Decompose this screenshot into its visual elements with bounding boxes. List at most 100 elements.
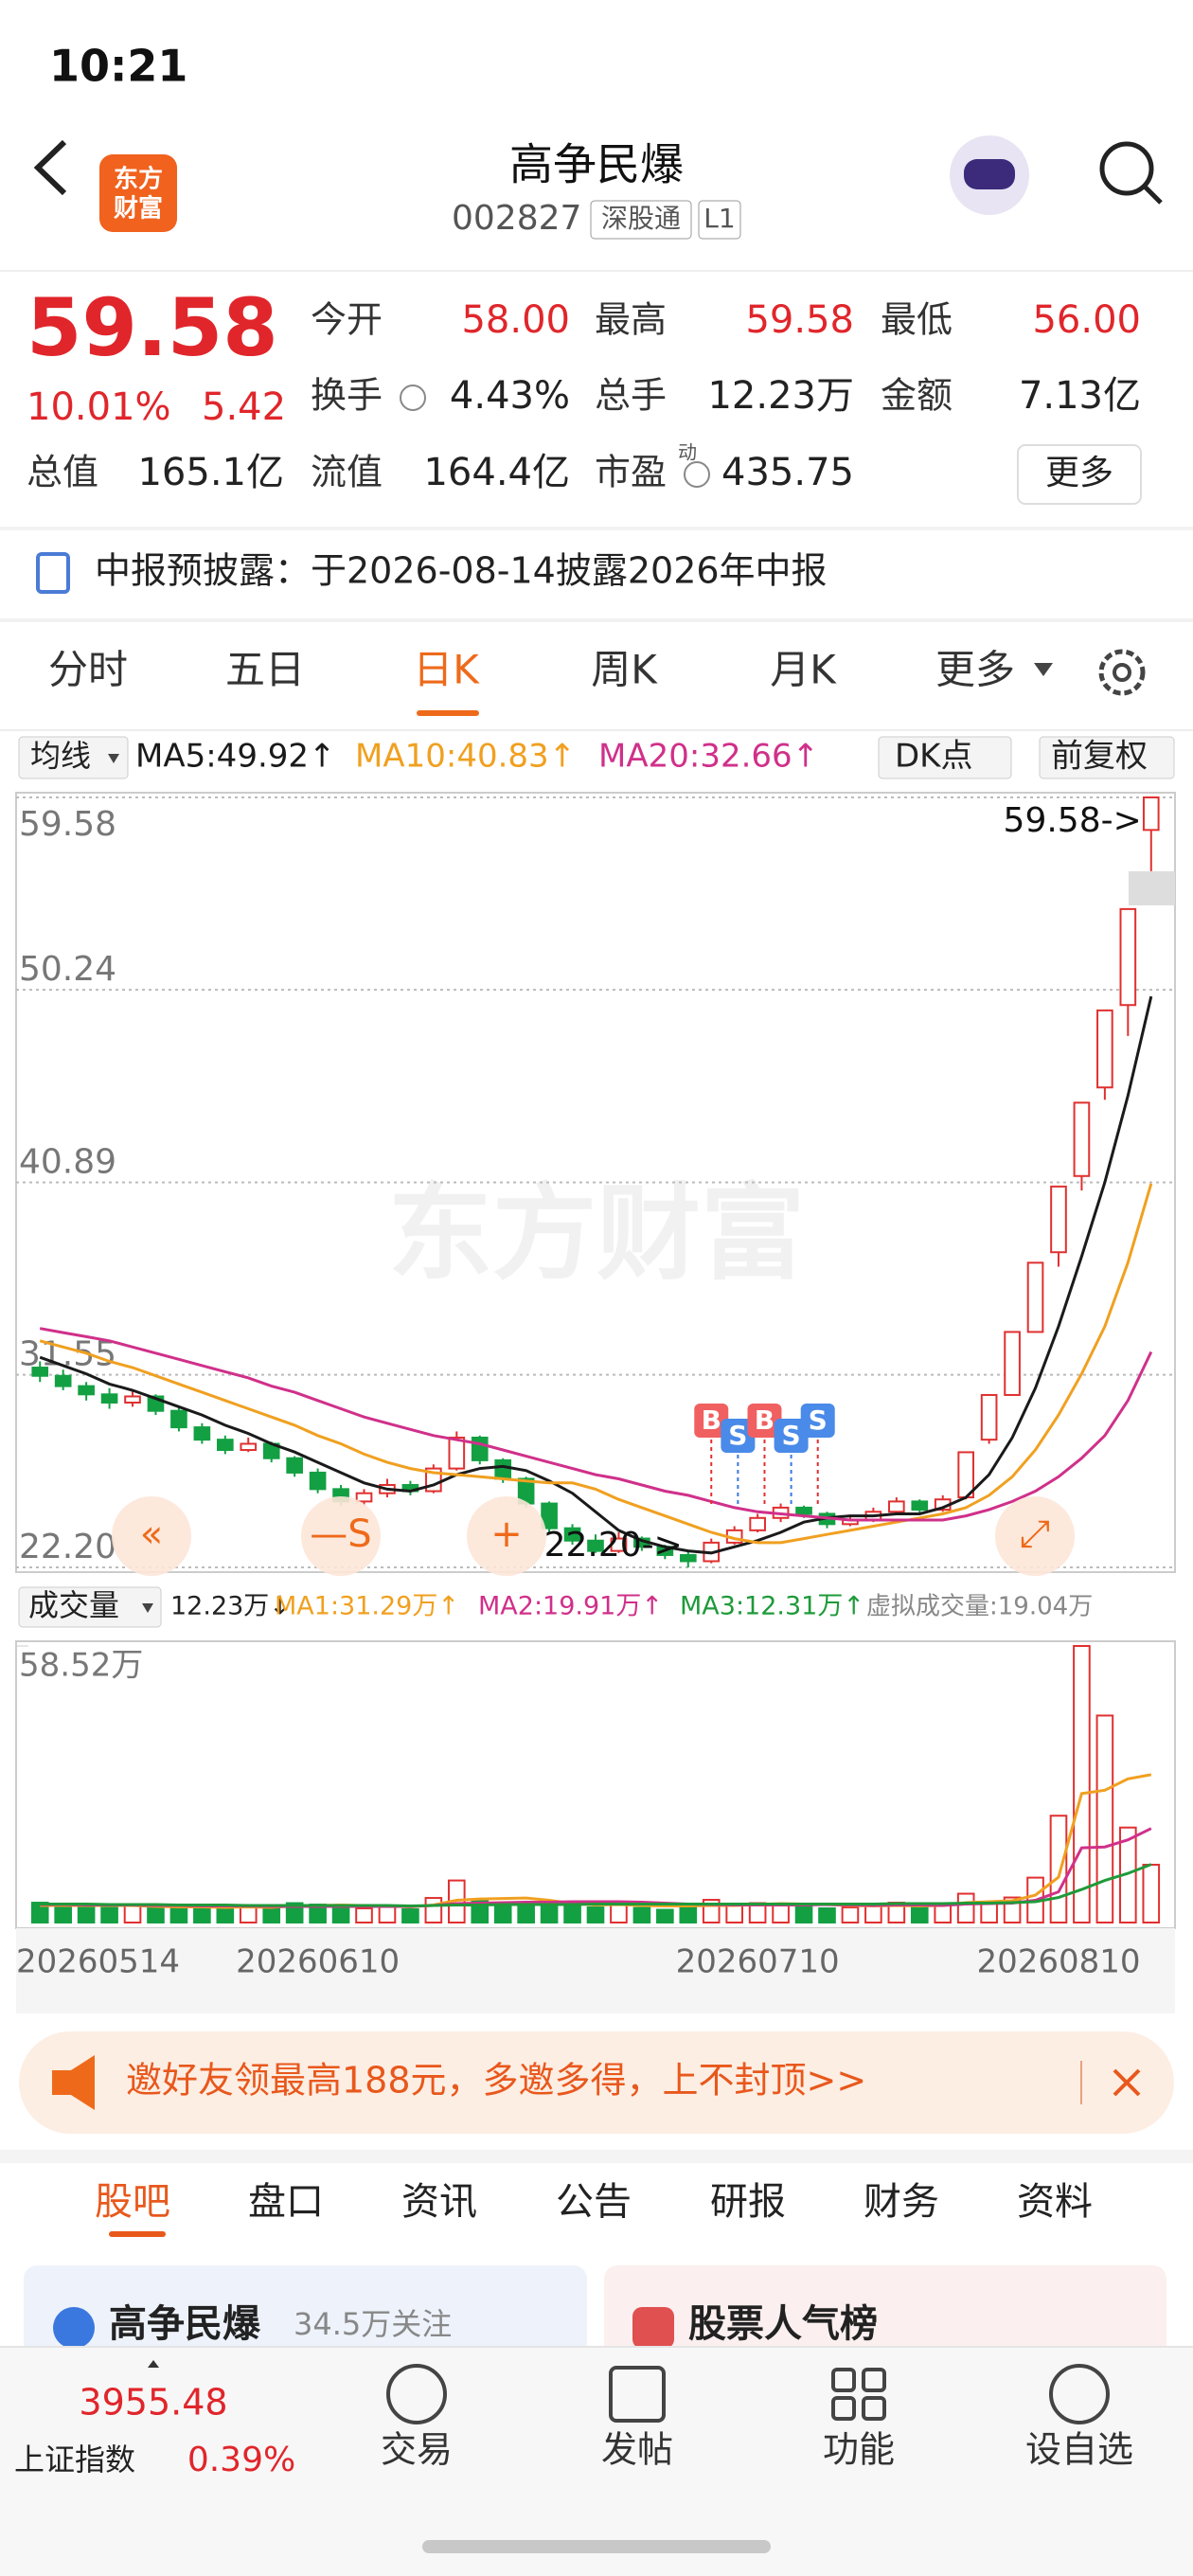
volume-bar — [818, 1907, 836, 1924]
badge-text: 深股通 — [601, 203, 681, 234]
bottom-tab[interactable]: 研报 — [710, 2180, 786, 2224]
field-label: 今开 — [311, 299, 383, 341]
field-value: 58.00 — [461, 298, 570, 342]
field-value: 164.4亿 — [423, 451, 570, 494]
vol-legend: MA1:31.29万↑ — [275, 1592, 459, 1621]
card[interactable] — [604, 2265, 1166, 2370]
bottom-tab[interactable]: 盘口 — [248, 2180, 324, 2224]
field-value: 165.1亿 — [137, 451, 284, 494]
bs-marker-text: S — [809, 1404, 828, 1436]
candle-body — [888, 1500, 905, 1513]
back-button[interactable] — [33, 139, 67, 196]
ma-line — [39, 995, 1153, 1555]
dk-button[interactable] — [878, 736, 1012, 779]
bottom-tab[interactable]: 股吧 — [95, 2180, 170, 2224]
stock-code: 002827 — [452, 199, 581, 238]
more-button[interactable] — [1017, 444, 1142, 505]
candle-body — [795, 1506, 812, 1515]
x-tick-label: 20260610 — [236, 1943, 400, 1981]
promo-banner[interactable] — [19, 2031, 1174, 2134]
index-change: 0.39% — [187, 2441, 295, 2479]
vol-legend: 12.23万↓ — [170, 1592, 291, 1621]
bs-marker-text: B — [702, 1404, 721, 1436]
volume-bar — [493, 1904, 512, 1924]
vol-legend: MA2:19.91万↑ — [478, 1592, 663, 1621]
tab[interactable]: 日K — [413, 647, 480, 693]
ma-selector[interactable] — [18, 736, 129, 779]
volume-bar — [956, 1892, 975, 1923]
tab[interactable]: 月K — [770, 647, 837, 693]
logo-text: 东方 — [114, 165, 163, 194]
bottom-tab[interactable]: 财务 — [864, 2180, 939, 2224]
card[interactable] — [24, 2265, 587, 2370]
y-tick-label: 22.20 — [19, 1528, 116, 1566]
logo-text: 财富 — [114, 194, 163, 224]
card-icon — [53, 2307, 95, 2349]
volume-bar — [841, 1906, 860, 1924]
card-title: 股票人气榜 — [688, 2302, 878, 2346]
divider — [0, 618, 1193, 622]
chart-control[interactable] — [112, 1496, 191, 1576]
bottom-tab[interactable]: 资讯 — [401, 2180, 477, 2224]
volume-bar — [216, 1907, 235, 1924]
bs-marker-text: S — [782, 1420, 801, 1451]
volume-bar — [632, 1906, 651, 1923]
bs-marker — [721, 1419, 756, 1453]
candle-body — [1050, 1185, 1067, 1254]
field-label: 市盈 — [595, 452, 667, 493]
nav-item[interactable]: 交易 — [381, 2429, 453, 2471]
tab[interactable]: 更多 — [935, 647, 1015, 693]
vol-virtual: 虚拟成交量:19.04万 — [866, 1593, 1093, 1621]
volume-bar — [656, 1908, 674, 1924]
chart-control[interactable] — [995, 1496, 1075, 1576]
volume-bar — [794, 1905, 813, 1923]
dropdown-arrow — [142, 1603, 153, 1613]
index-value: 3955.48 — [79, 2382, 227, 2424]
watermark: 东方财富 — [388, 1172, 805, 1294]
date-axis-band — [16, 1928, 1175, 2013]
ma-legend: MA10:40.83↑ — [355, 738, 576, 776]
candle-body — [1073, 1101, 1091, 1177]
volume-bar — [934, 1904, 953, 1923]
volume-bar — [123, 1905, 142, 1923]
tab[interactable]: 分时 — [48, 647, 128, 693]
megaphone-icon — [52, 2055, 95, 2110]
chart-control[interactable] — [467, 1496, 546, 1576]
field-value: 12.23万 — [707, 374, 854, 418]
bottom-tab[interactable]: 资料 — [1017, 2180, 1093, 2224]
ma-selector-text: 均线 — [30, 738, 91, 774]
volume-ma-line — [40, 1863, 1152, 1908]
index-name: 上证指数 — [14, 2442, 135, 2478]
stock-name: 高争民爆 — [509, 139, 684, 190]
notice-icon — [36, 552, 70, 594]
candle-body — [170, 1409, 187, 1429]
nav-item[interactable]: 发帖 — [601, 2429, 673, 2471]
candle-body — [193, 1426, 211, 1441]
settings-button[interactable] — [1098, 649, 1146, 696]
divider — [0, 2150, 1193, 2163]
chart-control-text: ⤢ — [1020, 1512, 1050, 1556]
banner-close[interactable] — [1113, 2068, 1141, 2097]
candle-body — [911, 1500, 929, 1512]
nav-item[interactable]: 设自选 — [1025, 2429, 1133, 2471]
volume-bar — [586, 1906, 605, 1924]
volume-bar — [1095, 1714, 1114, 1924]
more-text: 更多 — [1045, 454, 1113, 492]
bottom-tab[interactable]: 公告 — [556, 2180, 632, 2224]
tab[interactable]: 周K — [591, 647, 658, 693]
nav-item[interactable]: 功能 — [823, 2429, 895, 2471]
price-annotation: 59.58-> — [1004, 801, 1142, 840]
search-button[interactable] — [1099, 141, 1154, 196]
volume-bar — [679, 1905, 698, 1924]
fq-button[interactable] — [1039, 736, 1175, 779]
watch-icon — [1049, 2364, 1110, 2424]
candle-body — [610, 1537, 628, 1552]
dk-text: DK点 — [895, 738, 972, 776]
vol-selector[interactable] — [18, 1586, 162, 1628]
bs-marker-text: S — [728, 1420, 747, 1451]
field-value: 435.75 — [721, 451, 854, 494]
volume-bar — [100, 1906, 118, 1923]
chart-control[interactable] — [301, 1496, 381, 1576]
tab[interactable]: 五日 — [225, 647, 305, 693]
robot-face — [964, 159, 1015, 189]
